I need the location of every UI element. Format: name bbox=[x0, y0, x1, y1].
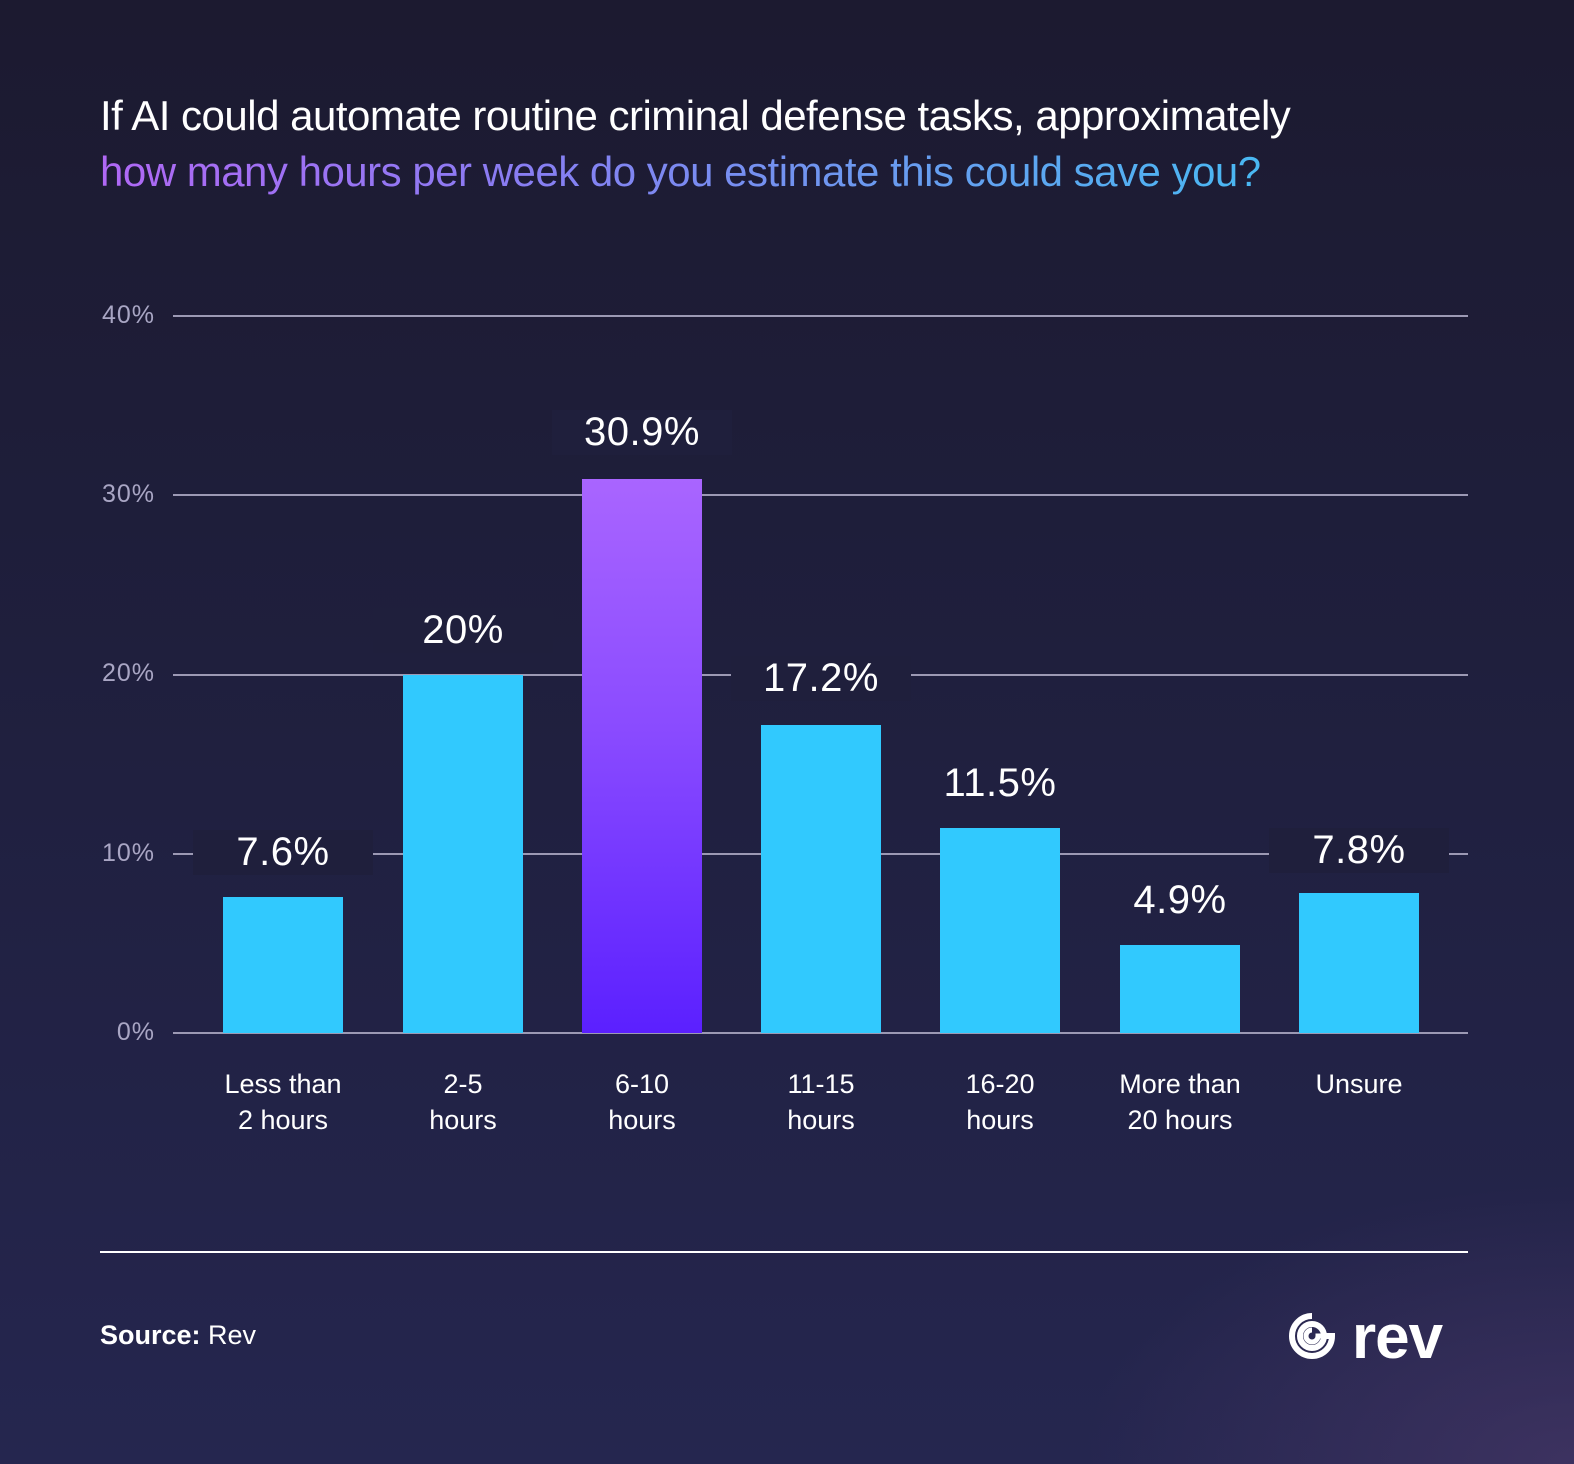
bar-less-than-2-hours bbox=[223, 897, 343, 1033]
footer-divider bbox=[100, 1251, 1468, 1253]
gridline-40 bbox=[173, 315, 1468, 317]
bar-chart: 40% 30% 20% 10% 0% 7.6% 20% 30.9% 17.2% … bbox=[101, 301, 1468, 1138]
value-label: 30.9% bbox=[552, 410, 732, 455]
value-label: 4.9% bbox=[1133, 878, 1227, 922]
value-label: 7.8% bbox=[1269, 828, 1449, 873]
x-label-line: 6-10 bbox=[614, 1069, 670, 1099]
y-tick-0: 0% bbox=[116, 1018, 155, 1046]
gridline-30 bbox=[173, 494, 1468, 496]
y-tick-10: 10% bbox=[101, 839, 155, 867]
source-note: Source: Rev bbox=[100, 1320, 256, 1351]
x-label-2-5-hours: 2-5 hours bbox=[373, 1066, 553, 1138]
value-label: 11.5% bbox=[943, 761, 1057, 805]
value-label: 20% bbox=[373, 608, 553, 653]
chart-title: If AI could automate routine criminal de… bbox=[100, 88, 1500, 200]
y-tick-40: 40% bbox=[101, 301, 155, 329]
x-label-line: 2-5 bbox=[443, 1069, 483, 1099]
x-label-line: 11-15 bbox=[787, 1069, 855, 1099]
x-label-line: hours bbox=[787, 1105, 855, 1135]
x-label-line: 16-20 bbox=[965, 1069, 1035, 1099]
value-label: 17.2% bbox=[731, 656, 911, 701]
value-label: 7.6% bbox=[193, 830, 373, 875]
x-label-line: 20 hours bbox=[1127, 1105, 1233, 1135]
x-label-line: More than bbox=[1119, 1069, 1241, 1099]
x-label-line: hours bbox=[966, 1105, 1034, 1135]
x-label-line: hours bbox=[608, 1105, 676, 1135]
bar-2-5-hours bbox=[403, 675, 523, 1033]
rev-logo: rev bbox=[1288, 1303, 1443, 1372]
x-label-line: Less than bbox=[224, 1069, 342, 1099]
x-label-less-than-2-hours: Less than 2 hours bbox=[193, 1066, 373, 1138]
x-label-line: hours bbox=[429, 1105, 497, 1135]
x-label-16-20-hours: 16-20 hours bbox=[910, 1066, 1090, 1138]
x-label-line: 2 hours bbox=[237, 1105, 329, 1135]
gridline-0-baseline bbox=[173, 1032, 1468, 1034]
chart-title-line1: If AI could automate routine criminal de… bbox=[100, 92, 1291, 139]
rev-wordmark: rev bbox=[1352, 1303, 1443, 1372]
bar-16-20-hours bbox=[940, 828, 1060, 1033]
bar-more-than-20-hours bbox=[1120, 945, 1240, 1033]
bar-unsure bbox=[1299, 893, 1419, 1033]
x-label-more-than-20-hours: More than 20 hours bbox=[1090, 1066, 1270, 1138]
y-tick-30: 30% bbox=[101, 480, 155, 508]
rev-swirl-icon bbox=[1288, 1312, 1336, 1365]
x-label-unsure: Unsure bbox=[1269, 1066, 1449, 1102]
bar-11-15-hours bbox=[761, 725, 881, 1033]
chart-title-line2-highlight: how many hours per week do you estimate … bbox=[100, 144, 1261, 200]
x-label-6-10-hours: 6-10 hours bbox=[552, 1066, 732, 1138]
source-label: Source: bbox=[100, 1320, 201, 1350]
source-value: Rev bbox=[208, 1320, 257, 1350]
y-tick-20: 20% bbox=[101, 659, 155, 687]
x-label-11-15-hours: 11-15 hours bbox=[731, 1066, 911, 1138]
x-label-line: Unsure bbox=[1315, 1069, 1403, 1099]
bar-6-10-hours-highlight bbox=[582, 479, 702, 1033]
